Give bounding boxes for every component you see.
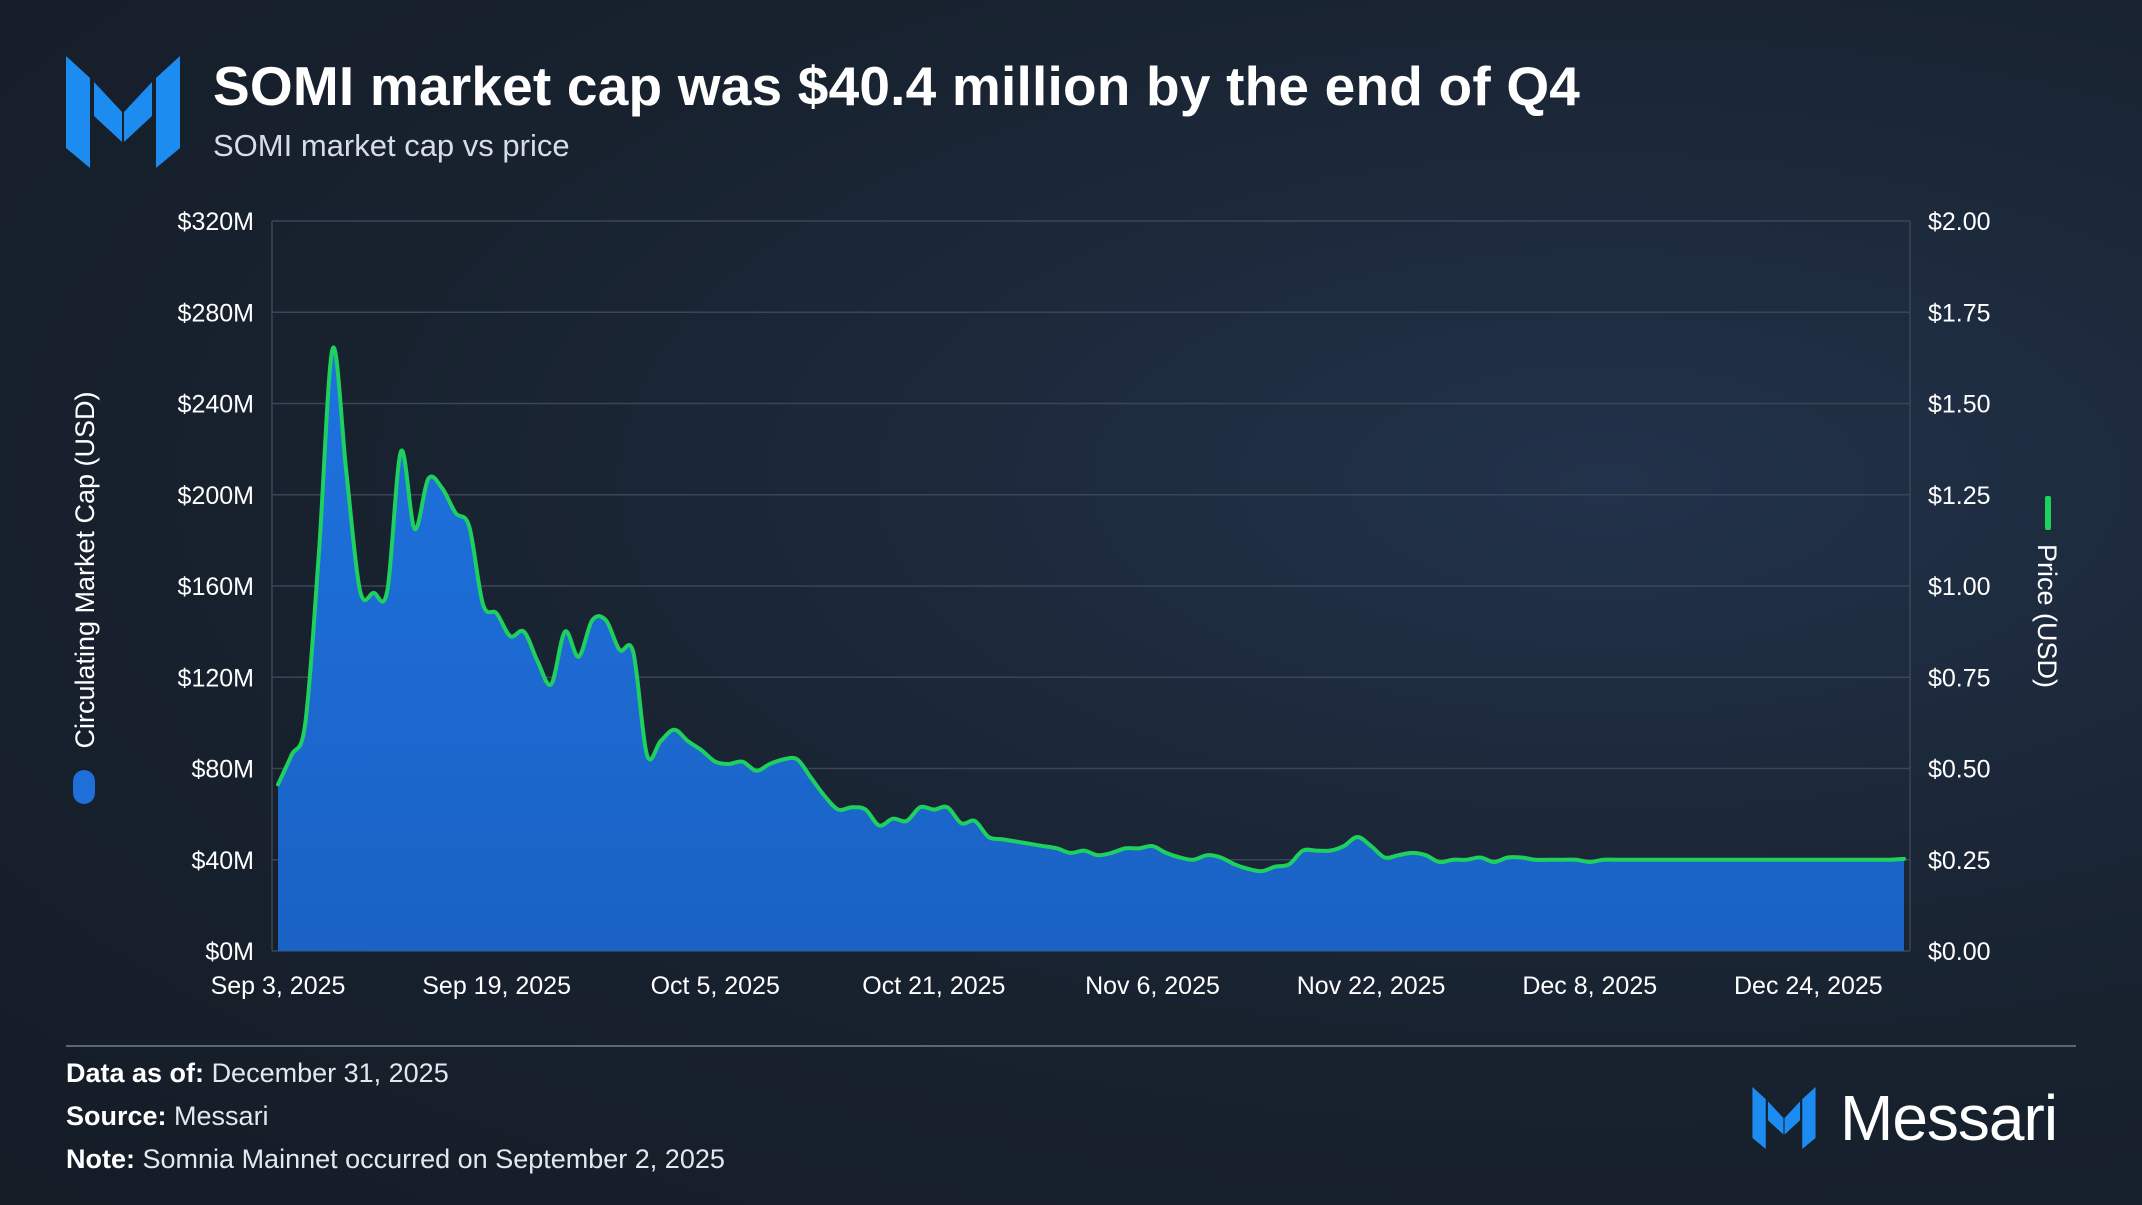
source-value: Messari [174, 1101, 269, 1131]
page-subtitle: SOMI market cap vs price [213, 128, 570, 163]
left-tick-label: $120M [178, 664, 254, 692]
right-axis-title: Price (USD) [2032, 544, 2062, 688]
x-tick-label: Dec 24, 2025 [1734, 972, 1883, 1000]
note-value: Somnia Mainnet occurred on September 2, … [142, 1144, 725, 1174]
right-tick-label: $0.25 [1928, 847, 1991, 875]
source-label: Source: [66, 1101, 167, 1131]
left-axis: $0M $40M $80M $120M $160M $200M $240M $280M $320… [178, 208, 254, 966]
legend-swatch-market-cap [73, 770, 95, 804]
data-as-of-label: Data as of: [66, 1058, 205, 1088]
x-tick-label: Nov 6, 2025 [1085, 972, 1220, 1000]
messari-logo-icon [66, 56, 180, 168]
x-tick-label: Sep 3, 2025 [211, 972, 346, 1000]
legend-swatch-price [2045, 496, 2051, 530]
x-tick-label: Sep 19, 2025 [422, 972, 571, 1000]
x-tick-label: Nov 22, 2025 [1297, 972, 1446, 1000]
right-tick-label: $0.75 [1928, 664, 1991, 692]
market-cap-area [278, 347, 1904, 951]
right-tick-label: $1.25 [1928, 482, 1991, 510]
footer-data-as-of: Data as of: December 31, 2025 [66, 1058, 449, 1089]
brand-logo: Messari [1752, 1082, 2058, 1154]
footer-divider [66, 1045, 2076, 1047]
right-axis-title-group: Price (USD) [2032, 544, 2062, 688]
right-tick-label: $2.00 [1928, 208, 1991, 236]
left-tick-label: $80M [191, 756, 254, 784]
x-tick-label: Oct 5, 2025 [651, 972, 780, 1000]
right-axis: $0.00 $0.25 $0.50 $0.75 $1.00 $1.25 $1.50 $1.75… [1928, 208, 1991, 966]
left-tick-label: $320M [178, 208, 254, 236]
left-tick-label: $280M [178, 299, 254, 327]
x-tick-label: Oct 21, 2025 [862, 972, 1005, 1000]
left-axis-title: Circulating Market Cap (USD) [70, 391, 100, 748]
right-tick-label: $1.50 [1928, 391, 1991, 419]
right-tick-label: $1.75 [1928, 299, 1991, 327]
right-tick-label: $1.00 [1928, 573, 1991, 601]
footer-source: Source: Messari [66, 1101, 269, 1132]
brand-name: Messari [1840, 1082, 2058, 1154]
left-tick-label: $160M [178, 573, 254, 601]
brand-mark-icon [1752, 1087, 1816, 1149]
left-tick-label: $240M [178, 391, 254, 419]
left-axis-title-group: Circulating Market Cap (USD) [70, 391, 100, 748]
x-tick-label: Dec 8, 2025 [1522, 972, 1657, 1000]
price-line [276, 345, 1906, 874]
right-tick-label: $0.00 [1928, 938, 1991, 966]
x-axis: Sep 3, 2025 Sep 19, 2025 Oct 5, 2025 Oct 21… [211, 972, 1883, 1000]
page-title: SOMI market cap was $40.4 million by the… [213, 55, 1581, 117]
data-as-of-value: December 31, 2025 [211, 1058, 449, 1088]
footer-note: Note: Somnia Mainnet occurred on Septemb… [66, 1144, 725, 1175]
left-tick-label: $200M [178, 482, 254, 510]
right-tick-label: $0.50 [1928, 756, 1991, 784]
left-tick-label: $40M [191, 847, 254, 875]
note-label: Note: [66, 1144, 135, 1174]
left-tick-label: $0M [205, 938, 254, 966]
